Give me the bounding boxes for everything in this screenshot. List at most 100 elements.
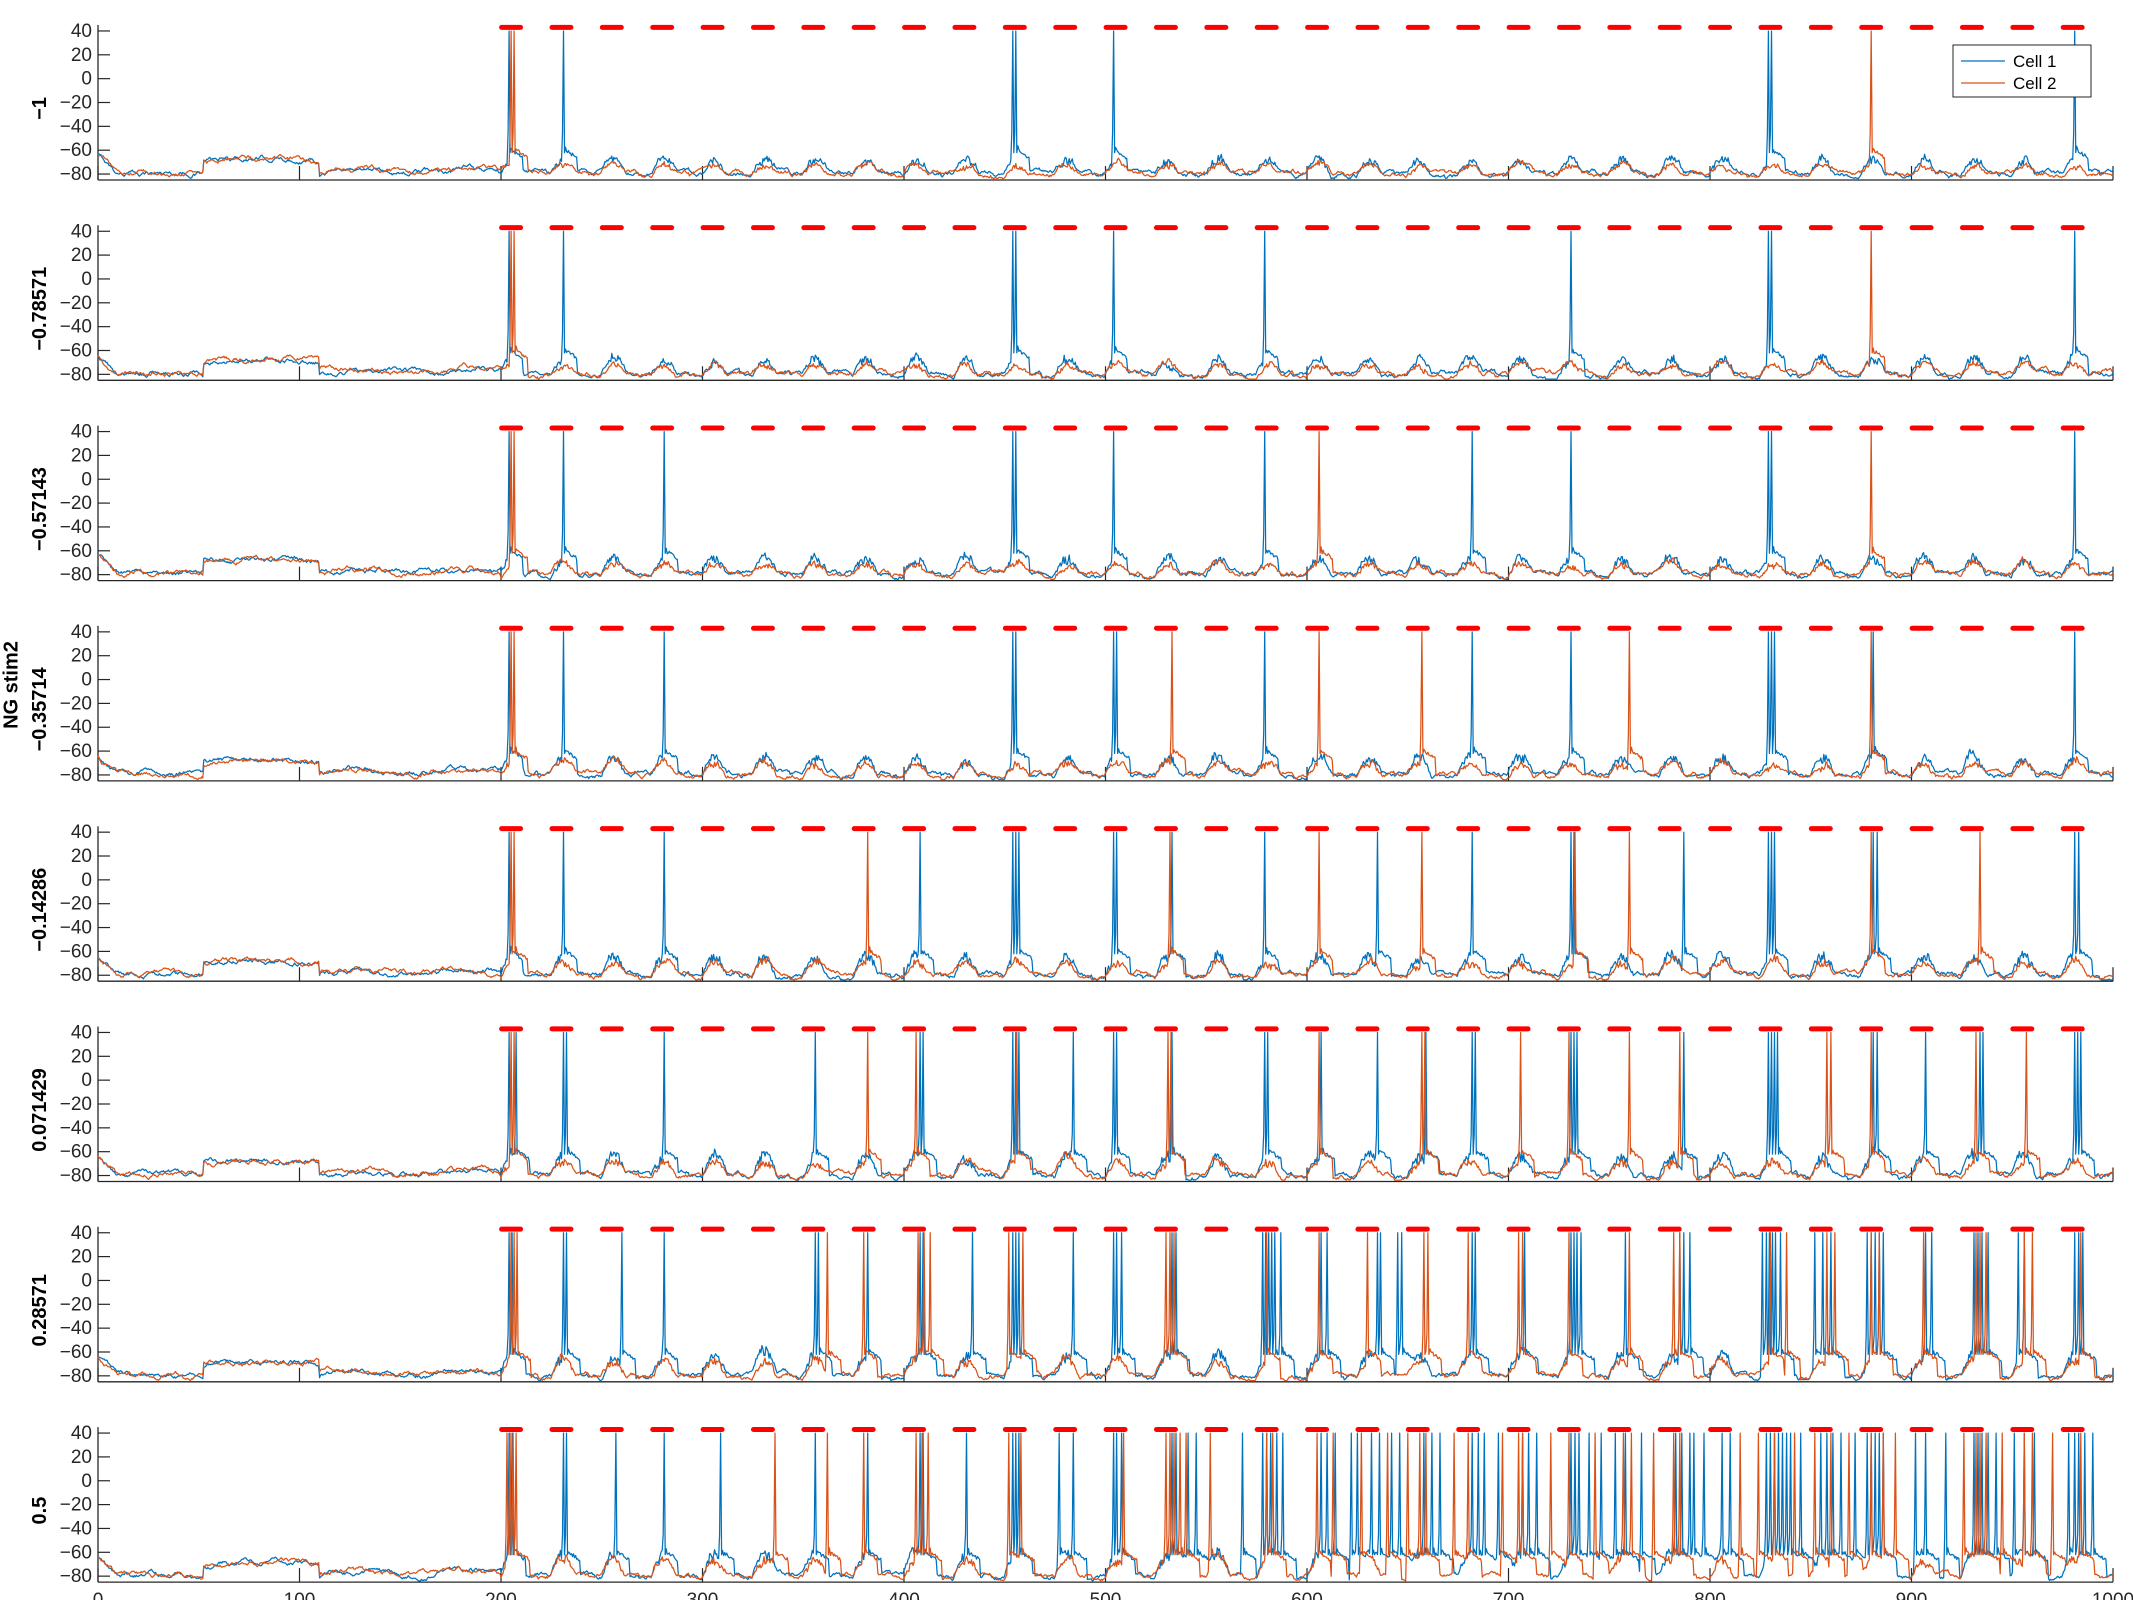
y-tick-label: −40 bbox=[60, 517, 92, 538]
y-tick-label: 20 bbox=[71, 1447, 92, 1468]
y-tick-label: −80 bbox=[60, 1166, 92, 1187]
y-tick-label: 40 bbox=[71, 221, 92, 242]
y-tick-label: −20 bbox=[60, 93, 92, 114]
x-tick-label: 700 bbox=[1493, 1590, 1525, 1600]
panel-2: 40 20 0 −20 −40−60 −80 −0.78571 bbox=[29, 221, 2114, 385]
y-tick-label: −40 bbox=[60, 1318, 92, 1339]
y-tick-label: 20 bbox=[71, 445, 92, 466]
y-tick-label: −40 bbox=[60, 918, 92, 939]
x-tick-label: 800 bbox=[1694, 1590, 1726, 1600]
series-line-cell-2 bbox=[97, 1232, 2114, 1382]
y-tick-label: −60 bbox=[60, 541, 92, 562]
shared-y-axis-label: NG stim2 bbox=[0, 641, 23, 729]
legend: Cell 1 Cell 2 bbox=[1952, 44, 2092, 98]
panel-label: −1 bbox=[29, 97, 51, 120]
y-tick-label: 40 bbox=[71, 422, 92, 443]
y-tick-label: 20 bbox=[71, 1247, 92, 1268]
y-tick-label: −80 bbox=[60, 164, 92, 185]
series-line-cell-2 bbox=[97, 1031, 2114, 1181]
series-line-cell-2 bbox=[97, 631, 2114, 781]
y-tick-label: −60 bbox=[60, 1542, 92, 1563]
x-tick-label: 300 bbox=[687, 1590, 719, 1600]
panel-label: −0.35714 bbox=[29, 667, 51, 752]
y-tick-label: 0 bbox=[81, 870, 92, 891]
y-tick-label: −60 bbox=[60, 1142, 92, 1163]
y-tick-label: 0 bbox=[81, 269, 92, 290]
x-tick-label: 500 bbox=[1090, 1590, 1122, 1600]
y-tick-label: −60 bbox=[60, 1342, 92, 1363]
panel-6: 40 20 0 −20 −40 −60 −80 0.071429 bbox=[29, 1022, 2114, 1187]
y-tick-label: −80 bbox=[60, 1566, 92, 1587]
panel-label: −0.14286 bbox=[29, 868, 51, 952]
series-line-cell-1 bbox=[97, 1232, 2114, 1382]
x-tick-label: 200 bbox=[485, 1590, 517, 1600]
series-line-cell-1 bbox=[97, 30, 2114, 180]
y-tick-label: 0 bbox=[81, 1270, 92, 1291]
legend-box bbox=[1952, 44, 2092, 98]
series-line-cell-1 bbox=[97, 831, 2114, 981]
series-line-cell-2 bbox=[97, 30, 2114, 180]
y-tick-label: 40 bbox=[71, 822, 92, 843]
y-tick-label: −20 bbox=[60, 493, 92, 514]
panel-label: 0.28571 bbox=[29, 1274, 51, 1346]
y-tick-label: 40 bbox=[71, 21, 92, 42]
y-tick-label: −60 bbox=[60, 340, 92, 361]
y-tick-label: −80 bbox=[60, 565, 92, 586]
y-tick-label: −80 bbox=[60, 364, 92, 385]
y-tick-label: −40 bbox=[60, 1118, 92, 1139]
y-tick-label: 20 bbox=[71, 45, 92, 66]
panel-label: 0.5 bbox=[29, 1497, 51, 1525]
x-tick-label: 900 bbox=[1896, 1590, 1928, 1600]
panel-label: 0.071429 bbox=[29, 1068, 51, 1151]
series-line-cell-1 bbox=[97, 1432, 2114, 1582]
x-tick-label: 0 bbox=[93, 1590, 104, 1600]
y-tick-label: 20 bbox=[71, 646, 92, 667]
y-tick-label: 40 bbox=[71, 1423, 92, 1444]
series-line-cell-1 bbox=[97, 1031, 2114, 1181]
y-tick-label: −40 bbox=[60, 1518, 92, 1539]
series-line-cell-2 bbox=[97, 230, 2114, 380]
x-tick-label: 100 bbox=[284, 1590, 316, 1600]
panel-5: 40 20 0 −20 −40−60 −80 −0.14286 bbox=[29, 822, 2114, 986]
series-line-cell-2 bbox=[97, 430, 2114, 581]
y-tick-label: 0 bbox=[81, 670, 92, 691]
y-tick-label: −80 bbox=[60, 765, 92, 786]
panel-label: −0.57143 bbox=[29, 467, 51, 551]
y-tick-label: 0 bbox=[81, 1070, 92, 1091]
panel-label: −0.78571 bbox=[29, 267, 51, 351]
series-line-cell-1 bbox=[97, 631, 2114, 781]
panel-1: 40 20 0 −20−40 −60 −80 −1 Cell 1 Cell 2 bbox=[29, 21, 2114, 185]
y-tick-label: 20 bbox=[71, 846, 92, 867]
y-tick-label: −80 bbox=[60, 1366, 92, 1387]
x-tick-label: 1000 bbox=[2092, 1590, 2133, 1600]
y-tick-label: 40 bbox=[71, 1223, 92, 1244]
y-tick-label: −80 bbox=[60, 965, 92, 986]
x-tick-label: 400 bbox=[888, 1590, 920, 1600]
y-tick-label: 0 bbox=[81, 1471, 92, 1492]
y-tick-label: −40 bbox=[60, 717, 92, 738]
y-tick-label: 20 bbox=[71, 1046, 92, 1067]
y-tick-label: 0 bbox=[81, 469, 92, 490]
y-tick-label: 40 bbox=[71, 622, 92, 643]
y-tick-label: −20 bbox=[60, 894, 92, 915]
x-tick-label: 600 bbox=[1291, 1590, 1323, 1600]
series-line-cell-2 bbox=[97, 1432, 2114, 1582]
panel-7: 40 200 −20 −40 −60 −80 0.28571 bbox=[29, 1223, 2114, 1387]
panel-4: 40 20 0−20 −40 −60 −80 −0.35714 bbox=[29, 622, 2114, 786]
y-tick-label: 20 bbox=[71, 245, 92, 266]
series-line-cell-1 bbox=[97, 430, 2114, 581]
y-tick-label: −40 bbox=[60, 116, 92, 137]
y-tick-label: −60 bbox=[60, 941, 92, 962]
series-line-cell-2 bbox=[97, 831, 2114, 981]
y-tick-label: −60 bbox=[60, 140, 92, 161]
y-tick-label: −20 bbox=[60, 693, 92, 714]
y-tick-label: 0 bbox=[81, 69, 92, 90]
y-tick-label: −20 bbox=[60, 293, 92, 314]
y-tick-label: 40 bbox=[71, 1022, 92, 1043]
legend-entry: Cell 2 bbox=[2013, 74, 2056, 93]
legend-entry: Cell 1 bbox=[2013, 52, 2056, 71]
y-tick-label: −60 bbox=[60, 741, 92, 762]
